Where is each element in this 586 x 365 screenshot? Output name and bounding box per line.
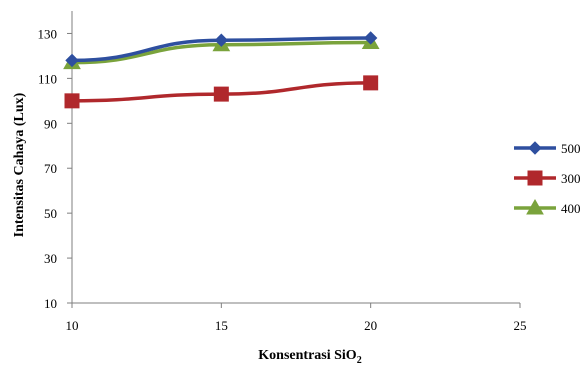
x-axis-title: Konsentrasi SiO2 — [258, 348, 361, 365]
legend-label: 400 — [561, 201, 581, 216]
data-point — [213, 86, 229, 102]
series-layer — [63, 31, 380, 109]
y-axis-title: Intensitas Cahaya (Lux) — [12, 92, 27, 237]
data-point — [363, 75, 379, 91]
x-tick-label: 20 — [364, 318, 377, 333]
data-point — [214, 33, 229, 47]
x-tick-label: 25 — [514, 318, 527, 333]
y-tick-label: 70 — [44, 161, 57, 176]
legend-label: 300 — [561, 171, 581, 186]
legend-marker — [527, 170, 543, 186]
x-axis-title-text: Konsentrasi SiO — [258, 348, 357, 363]
x-tick-label: 15 — [215, 318, 228, 333]
x-tick-label: 10 — [66, 318, 79, 333]
y-tick-labels: 10 30 50 70 90 110 130 — [38, 26, 58, 311]
series-500 — [65, 31, 378, 68]
legend-item-300: 300 — [514, 170, 581, 186]
series-300 — [64, 75, 379, 109]
legend-item-500: 500 — [514, 141, 581, 156]
data-point — [64, 93, 80, 109]
x-tick-labels: 10 15 20 25 — [66, 318, 527, 333]
data-point — [65, 53, 79, 68]
y-tick-label: 130 — [38, 26, 58, 41]
y-tick-label: 50 — [44, 206, 57, 221]
y-tick-label: 90 — [44, 116, 57, 131]
y-tick-label: 110 — [38, 71, 57, 86]
y-tick-label: 10 — [44, 296, 57, 311]
data-point — [363, 31, 378, 45]
legend-label: 500 — [561, 141, 581, 156]
x-axis-title-subscript: 2 — [357, 355, 362, 365]
legend-item-400: 400 — [514, 198, 581, 216]
legend: 500 300 400 — [514, 141, 581, 216]
legend-marker — [526, 198, 544, 215]
y-tick-label: 30 — [44, 251, 57, 266]
legend-marker — [528, 141, 542, 155]
